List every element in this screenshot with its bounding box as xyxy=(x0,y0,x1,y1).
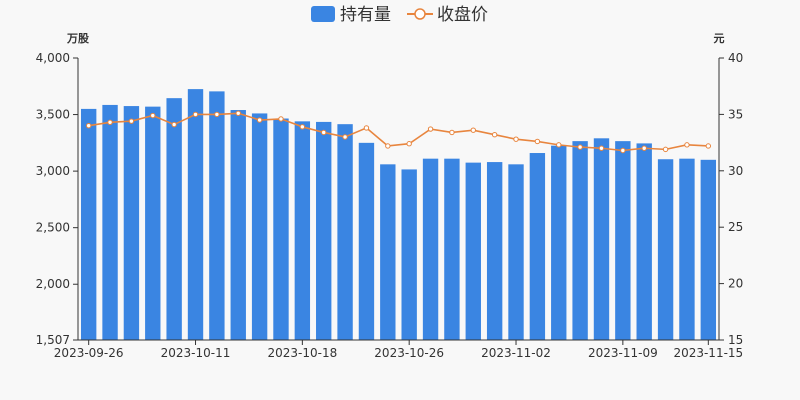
price-point xyxy=(641,145,647,151)
price-point xyxy=(662,146,669,153)
price-point xyxy=(107,119,113,126)
bar xyxy=(679,158,695,340)
price-point xyxy=(256,117,263,123)
right-tick-label: 30 xyxy=(728,164,743,178)
right-axis-unit: 元 xyxy=(714,32,725,45)
left-tick-label: 2,000 xyxy=(36,277,70,291)
left-tick-label: 4,000 xyxy=(36,51,70,65)
bar xyxy=(209,91,225,341)
bar xyxy=(273,118,289,341)
right-tick-label: 35 xyxy=(728,107,743,121)
price-point xyxy=(363,125,370,131)
right-tick-label: 15 xyxy=(728,333,743,347)
price-point xyxy=(235,110,241,116)
bar xyxy=(529,153,546,340)
x-tick-label: 2023-11-09 xyxy=(588,346,658,360)
bar xyxy=(572,141,588,340)
legend-bar-swatch[interactable] xyxy=(311,6,335,22)
x-tick-label: 2023-09-26 xyxy=(54,346,124,360)
x-axis-ticks: 2023-09-26 2023-10-11 2023-10-18 2023-10-26… xyxy=(54,340,743,360)
left-tick-label: 3,500 xyxy=(36,108,70,122)
bar xyxy=(508,164,524,340)
right-tick-label: 25 xyxy=(728,220,743,234)
price-line xyxy=(88,112,709,152)
legend-line-marker[interactable] xyxy=(414,8,426,20)
bar xyxy=(593,138,610,340)
bar xyxy=(316,121,332,340)
bar xyxy=(551,145,567,340)
bar xyxy=(123,106,140,340)
price-point xyxy=(406,141,412,147)
price-point xyxy=(534,138,541,145)
price-point xyxy=(577,144,583,150)
right-tick-label: 40 xyxy=(728,51,743,65)
x-tick-label: 2023-10-26 xyxy=(374,346,444,360)
bar xyxy=(102,104,118,340)
bar xyxy=(166,98,182,340)
bar xyxy=(700,159,716,340)
price-point xyxy=(85,122,92,129)
legend-bar-label[interactable]: 持有量 xyxy=(340,5,391,25)
x-tick-label: 2023-10-11 xyxy=(161,346,231,360)
bar xyxy=(615,141,631,340)
bar xyxy=(657,159,674,340)
left-tick-label: 1,507 xyxy=(36,333,70,347)
right-tick-label: 20 xyxy=(728,277,743,291)
left-tick-label: 3,000 xyxy=(36,164,70,178)
price-point xyxy=(214,111,220,118)
bar xyxy=(294,121,311,340)
bar xyxy=(358,142,375,340)
x-tick-label: 2023-11-02 xyxy=(481,346,551,360)
bar xyxy=(636,143,652,340)
price-point xyxy=(449,129,455,136)
bar xyxy=(187,89,204,340)
bar xyxy=(465,162,481,340)
bar-series xyxy=(80,89,716,341)
price-point xyxy=(684,142,690,148)
price-point xyxy=(598,145,605,151)
bar xyxy=(444,158,460,340)
left-axis-ticks: 1,507 2,000 2,500 3,000 3,500 4,000 xyxy=(36,51,78,347)
price-point xyxy=(299,124,306,130)
line-series xyxy=(85,110,712,154)
left-axis-unit: 万股 xyxy=(66,32,90,45)
price-point xyxy=(385,143,391,149)
axes xyxy=(77,58,720,341)
x-tick-label: 2023-10-18 xyxy=(267,346,337,360)
price-point xyxy=(556,142,562,148)
bar xyxy=(380,164,396,340)
price-point xyxy=(513,136,519,142)
price-point xyxy=(705,143,712,149)
price-point xyxy=(620,147,626,154)
price-point xyxy=(470,127,476,133)
legend-line-label[interactable]: 收盘价 xyxy=(437,5,488,25)
price-point xyxy=(171,121,177,128)
bar xyxy=(145,106,161,340)
legend[interactable]: 持有量 收盘价 xyxy=(311,5,488,25)
right-axis-ticks: 15 20 25 30 35 40 xyxy=(719,51,743,347)
bar xyxy=(230,110,246,340)
price-point xyxy=(192,111,199,118)
price-point xyxy=(427,126,434,132)
bar xyxy=(422,158,439,340)
price-point xyxy=(128,118,135,124)
left-tick-label: 2,500 xyxy=(36,221,70,235)
price-point xyxy=(278,116,284,122)
price-point xyxy=(321,129,327,136)
price-point xyxy=(342,134,348,140)
bar xyxy=(80,108,97,341)
bar xyxy=(337,124,353,340)
price-point xyxy=(150,112,156,119)
bar xyxy=(486,162,503,340)
price-point xyxy=(491,132,498,138)
bar xyxy=(251,113,268,341)
bar xyxy=(401,169,417,340)
x-tick-label: 2023-11-15 xyxy=(673,346,743,360)
